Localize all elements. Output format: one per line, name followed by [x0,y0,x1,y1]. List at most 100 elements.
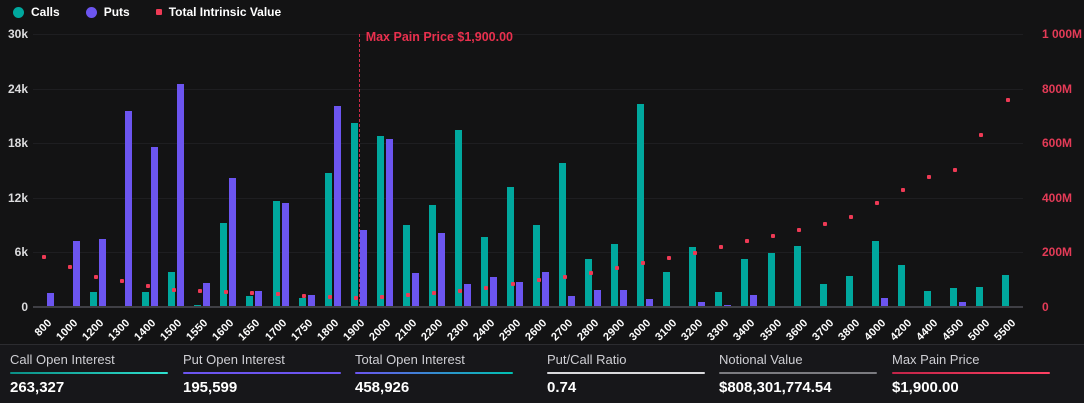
legend-item-calls[interactable]: Calls [13,5,60,19]
call-bar[interactable] [1002,275,1009,307]
put-bar[interactable] [750,295,758,307]
call-bar[interactable] [480,237,488,307]
call-bar[interactable] [897,265,905,307]
plot-area[interactable]: Max Pain Price $1,900.00 800 1000 1200 1300… [33,30,1023,343]
intrinsic-value-point[interactable] [406,293,411,298]
call-bar[interactable] [533,225,540,307]
intrinsic-value-point[interactable] [119,278,124,283]
intrinsic-value-point[interactable] [354,296,359,301]
intrinsic-value-point[interactable] [93,275,98,279]
intrinsic-value-point[interactable] [1005,98,1010,103]
put-bar[interactable] [698,302,706,307]
put-bar[interactable] [229,178,237,307]
call-bar[interactable] [923,291,931,307]
call-bar[interactable] [272,201,280,307]
call-bar[interactable] [402,225,410,307]
put-bar[interactable] [437,233,445,307]
intrinsic-value-point[interactable] [588,270,593,275]
intrinsic-value-point[interactable] [744,239,749,244]
put-bar[interactable] [307,295,315,307]
intrinsic-value-point[interactable] [510,281,515,286]
intrinsic-value-point[interactable] [432,290,437,295]
call-bar[interactable] [220,223,228,307]
put-bar[interactable] [385,139,393,307]
call-bar[interactable] [741,259,749,307]
call-bar[interactable] [376,136,384,307]
call-bar[interactable] [611,244,619,307]
intrinsic-value-point[interactable] [640,261,645,266]
intrinsic-value-point[interactable] [197,288,202,293]
intrinsic-value-point[interactable] [875,201,880,205]
put-bar[interactable] [151,147,159,307]
intrinsic-value-point[interactable] [145,283,150,288]
intrinsic-value-point[interactable] [927,174,932,179]
intrinsic-value-point[interactable] [223,289,228,294]
put-bar[interactable] [542,272,549,307]
intrinsic-value-point[interactable] [979,132,984,137]
call-bar[interactable] [793,246,801,307]
intrinsic-value-point[interactable] [718,245,723,250]
intrinsic-value-point[interactable] [276,292,280,297]
intrinsic-value-point[interactable] [666,256,671,261]
put-bar[interactable] [880,298,888,307]
put-bar[interactable] [359,230,367,307]
intrinsic-value-point[interactable] [536,278,541,283]
intrinsic-value-point[interactable] [249,290,254,295]
call-bar[interactable] [585,259,593,307]
intrinsic-value-point[interactable] [823,221,828,226]
intrinsic-value-point[interactable] [771,234,775,238]
call-bar[interactable] [949,288,957,307]
call-bar[interactable] [819,284,827,307]
put-bar[interactable] [203,283,211,307]
call-bar[interactable] [715,292,723,307]
call-bar[interactable] [559,163,567,307]
put-bar[interactable] [333,106,341,307]
call-bar[interactable] [350,123,358,307]
intrinsic-value-point[interactable] [692,250,697,255]
call-bar[interactable] [428,205,436,307]
intrinsic-value-point[interactable] [67,264,72,269]
call-bar[interactable] [324,173,332,307]
intrinsic-value-point[interactable] [901,188,906,193]
call-bar[interactable] [298,298,306,307]
put-bar[interactable] [255,291,263,307]
intrinsic-value-point[interactable] [328,294,333,299]
call-bar[interactable] [90,292,98,307]
call-bar[interactable] [637,104,645,307]
put-bar[interactable] [568,296,576,307]
call-bar[interactable] [663,272,671,307]
put-bar[interactable] [281,203,289,307]
intrinsic-value-point[interactable] [484,285,489,290]
call-bar[interactable] [246,296,254,307]
put-bar[interactable] [411,273,419,307]
call-bar[interactable] [142,292,150,307]
call-bar[interactable] [871,241,879,307]
intrinsic-value-point[interactable] [849,214,854,219]
put-bar[interactable] [594,290,602,307]
intrinsic-value-point[interactable] [797,227,802,232]
intrinsic-value-point[interactable] [953,167,958,172]
intrinsic-value-point[interactable] [380,294,385,299]
legend-item-puts[interactable]: Puts [85,5,130,19]
call-bar[interactable] [845,276,853,307]
put-bar[interactable] [958,302,966,307]
put-bar[interactable] [73,241,81,307]
intrinsic-value-point[interactable] [458,288,463,293]
put-bar[interactable] [463,284,471,307]
call-bar[interactable] [507,187,514,307]
put-bar[interactable] [620,290,628,307]
intrinsic-value-point[interactable] [302,293,307,298]
call-bar[interactable] [767,253,775,307]
put-bar[interactable] [125,111,133,307]
put-bar[interactable] [646,299,654,307]
intrinsic-value-point[interactable] [41,254,46,259]
put-bar[interactable] [489,277,497,307]
put-bar[interactable] [177,84,185,307]
call-bar[interactable] [689,247,697,307]
intrinsic-value-point[interactable] [614,266,619,270]
call-bar[interactable] [454,130,462,307]
put-bar[interactable] [47,293,54,307]
put-bar[interactable] [516,282,523,307]
legend-item-total-intrinsic-value[interactable]: Total Intrinsic Value [155,5,281,19]
put-bar[interactable] [99,239,107,307]
